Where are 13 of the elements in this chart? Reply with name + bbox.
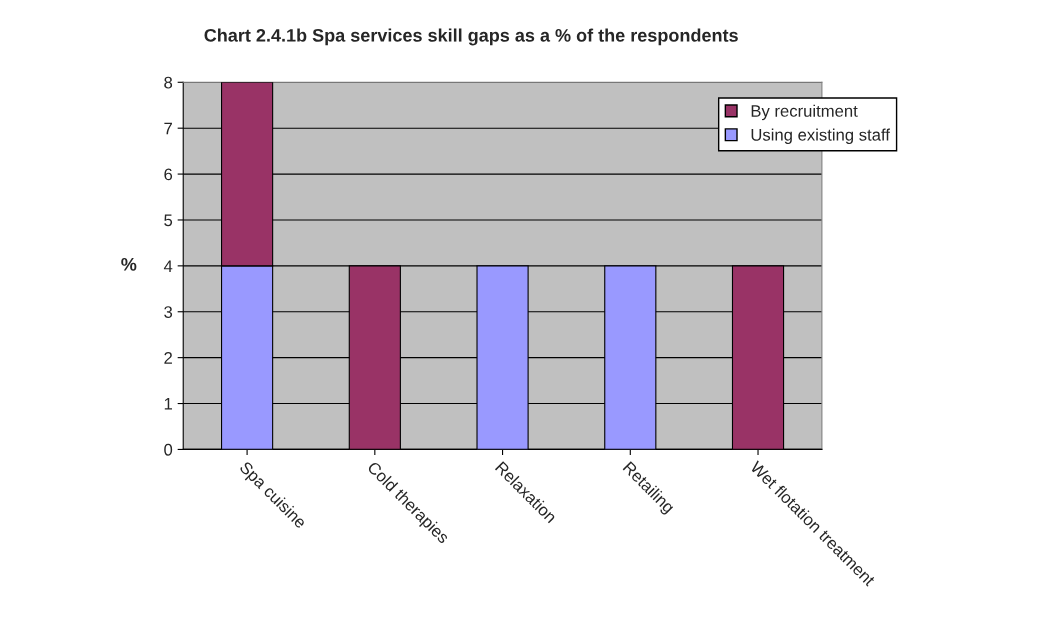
y-axis-title: % bbox=[121, 257, 137, 271]
chart-title: Chart 2.4.1b Spa services skill gaps as a % of the respondents bbox=[204, 28, 738, 46]
y-tick-label: 1 bbox=[164, 398, 172, 410]
y-tick-label: 0 bbox=[164, 443, 173, 456]
y-tick-label: 7 bbox=[164, 122, 172, 135]
y-tick-label: 6 bbox=[164, 168, 173, 181]
y-tick-label: 4 bbox=[163, 260, 173, 272]
legend-label: By recruitment bbox=[751, 104, 858, 121]
legend-label: Using existing staff bbox=[751, 128, 890, 145]
y-tick-label: 2 bbox=[164, 352, 172, 364]
y-tick-label: 5 bbox=[164, 214, 173, 227]
y-tick-label: 3 bbox=[164, 306, 173, 318]
y-tick-label: 8 bbox=[164, 76, 173, 89]
